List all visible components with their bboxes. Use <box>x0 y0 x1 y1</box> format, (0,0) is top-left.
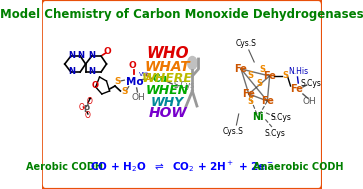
Text: OH: OH <box>131 92 145 101</box>
FancyBboxPatch shape <box>41 0 323 189</box>
Text: S: S <box>247 71 253 81</box>
Text: Cys.S: Cys.S <box>236 40 257 49</box>
Text: CO + H$_2$O  $\rightleftharpoons$  CO$_2$ + 2H$^+$ + 2e$^-$: CO + H$_2$O $\rightleftharpoons$ CO$_2$ … <box>90 160 273 174</box>
Text: S: S <box>115 77 121 85</box>
Text: O: O <box>86 97 93 105</box>
Text: WHO: WHO <box>146 46 189 61</box>
Text: O: O <box>103 47 111 57</box>
Ellipse shape <box>188 57 197 70</box>
Text: Fe: Fe <box>261 96 274 106</box>
Text: N: N <box>77 51 85 60</box>
Text: S: S <box>257 80 262 88</box>
Text: Anaerobic CODH: Anaerobic CODH <box>253 162 343 172</box>
Text: S: S <box>282 71 288 81</box>
Text: N: N <box>68 67 75 77</box>
Text: N.His: N.His <box>288 67 308 75</box>
Text: S.Cys: S.Cys <box>271 112 292 122</box>
Text: HOW: HOW <box>148 106 187 120</box>
Text: Fe: Fe <box>242 89 255 99</box>
Text: N: N <box>88 67 95 77</box>
Text: S: S <box>144 74 151 83</box>
Text: Fe: Fe <box>263 71 276 81</box>
Text: S.Cys: S.Cys <box>265 129 286 139</box>
Text: Model Chemistry of Carbon Monoxide Dehydrogenases: Model Chemistry of Carbon Monoxide Dehyd… <box>0 8 363 21</box>
Text: VIII: VIII <box>139 73 148 77</box>
Text: S-Cys: S-Cys <box>174 81 195 90</box>
Text: WHERE: WHERE <box>142 73 193 85</box>
Text: S: S <box>259 64 265 74</box>
Text: N: N <box>68 51 75 60</box>
Text: Aerobic CODH: Aerobic CODH <box>26 162 103 172</box>
Text: Cu: Cu <box>152 74 167 84</box>
Text: OH: OH <box>303 97 317 105</box>
Text: O: O <box>79 102 85 112</box>
Text: Cys.S: Cys.S <box>223 126 244 136</box>
Text: Fe: Fe <box>234 64 248 74</box>
Text: Ni: Ni <box>252 112 264 122</box>
Text: O: O <box>91 81 98 91</box>
Text: N: N <box>88 51 95 60</box>
Text: S: S <box>121 88 127 97</box>
Text: O: O <box>129 61 136 70</box>
Text: S.Cys: S.Cys <box>301 78 322 88</box>
Text: WHY: WHY <box>151 95 184 108</box>
Text: Fe: Fe <box>290 84 303 94</box>
Text: WHEN: WHEN <box>146 84 189 98</box>
Text: S: S <box>247 97 253 105</box>
Text: P: P <box>83 105 89 114</box>
Text: WHAT: WHAT <box>145 60 191 74</box>
Text: Mo: Mo <box>126 77 143 87</box>
Text: O: O <box>85 112 91 121</box>
